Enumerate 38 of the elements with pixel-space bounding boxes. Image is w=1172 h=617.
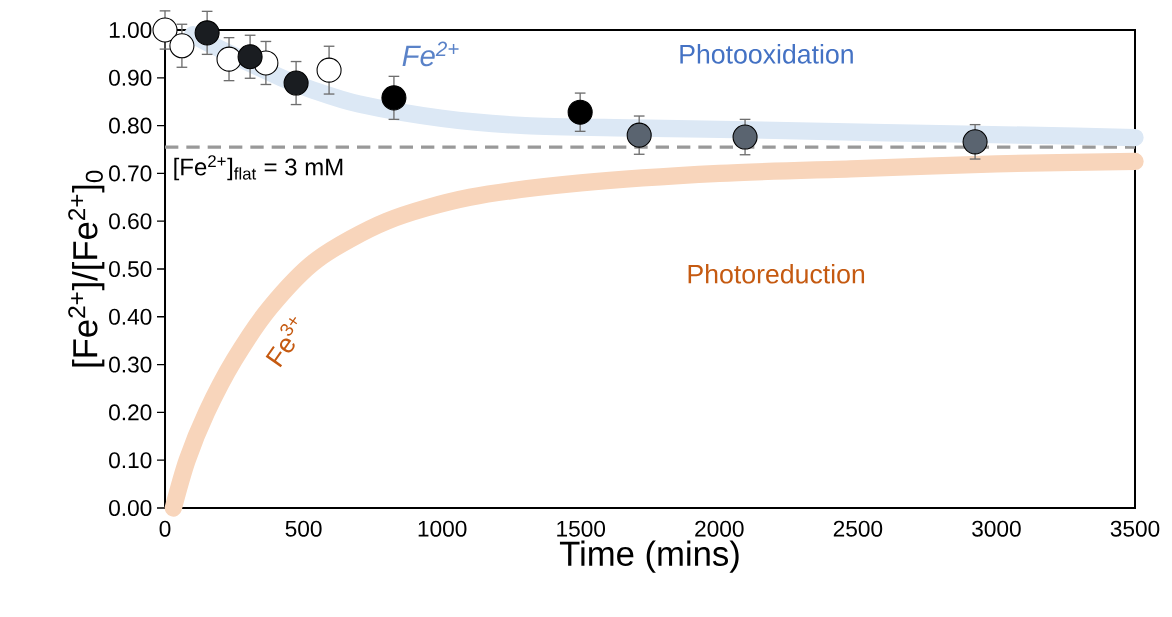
point <box>283 70 309 96</box>
y-tick-label: 0.90 <box>109 69 152 86</box>
point <box>962 129 988 155</box>
y-tick-label: 0.60 <box>109 213 152 230</box>
point <box>237 44 263 70</box>
x-tick-label: 1000 <box>418 520 467 537</box>
x-tick-label: 2000 <box>695 520 744 537</box>
x-tick-label: 3000 <box>972 520 1021 537</box>
point <box>216 46 242 72</box>
x-tick-label: 0 <box>159 520 171 537</box>
annotation: Fe$^{3+}$ <box>265 317 298 368</box>
annotation: Fe$^{2+}$ <box>402 41 459 67</box>
y-axis-title: [Fe$^{2+}$]/[Fe$^{2+}$]$_{0}$ <box>68 170 105 367</box>
y-tick-label: 0.80 <box>109 117 152 134</box>
point <box>626 122 652 148</box>
y-tick-label: 1.00 <box>109 21 152 39</box>
annotation: [Fe$^{2+}$]$_{flat}$ = 3 mM <box>174 155 343 181</box>
y-tick-label: 0.50 <box>109 260 152 278</box>
y-tick-label: 0.00 <box>109 499 152 517</box>
point <box>169 33 195 59</box>
y-tick-label: 0.30 <box>109 356 152 373</box>
point <box>732 124 758 150</box>
y-tick-label: 0.40 <box>109 308 152 325</box>
x-tick-label: 2500 <box>833 520 883 537</box>
point <box>194 20 220 46</box>
annotation: Photoreduction <box>688 263 865 284</box>
x-tick-label: 3500 <box>1110 520 1160 537</box>
point <box>152 17 178 43</box>
point <box>316 57 342 83</box>
y-tick-label: 0.70 <box>109 165 152 182</box>
point <box>381 85 407 111</box>
x-axis-title: Time (mins) <box>559 540 739 573</box>
x-tick-label: 500 <box>285 520 322 537</box>
point <box>567 99 593 125</box>
annotation: Photooxidation <box>680 44 853 64</box>
y-tick-label: 0.20 <box>109 404 152 421</box>
x-tick-label: 1500 <box>557 520 606 537</box>
y-tick-label: 0.10 <box>109 452 152 469</box>
